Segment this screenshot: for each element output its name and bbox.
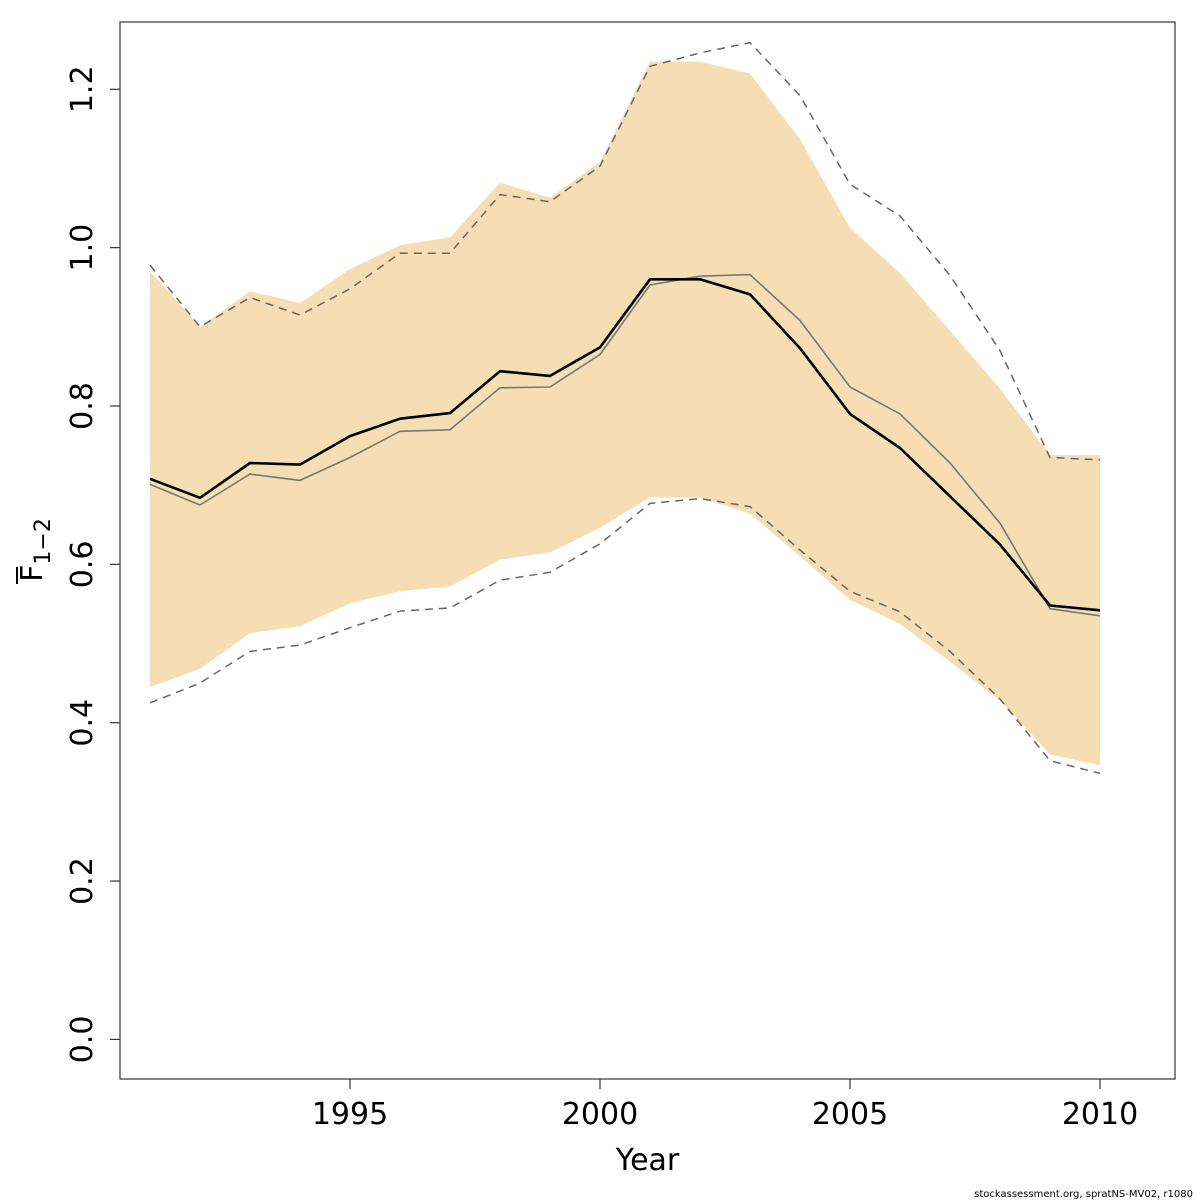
- series-line-dashed-3: [149, 497, 1101, 775]
- x-tick-label-1995: 1995: [312, 1097, 388, 1132]
- y-axis: 0.0 0.2 0.4 0.6 0.8 1.0 1.2: [65, 65, 120, 1063]
- y-axis-title-subscript: 1−2: [31, 518, 56, 564]
- y-tick-label-0.8: 0.8: [65, 382, 100, 430]
- x-tick-label-2010: 2010: [1062, 1097, 1138, 1132]
- y-axis-title-main: F: [15, 565, 50, 582]
- series-line-dashed-2: [149, 41, 1101, 461]
- series-line-thick-0: [149, 277, 1101, 612]
- y-tick-label-1.0: 1.0: [65, 224, 100, 272]
- plot-frame: [119, 21, 1176, 1080]
- series-line-thin-1: [149, 273, 1101, 617]
- x-tick-label-2005: 2005: [812, 1097, 888, 1132]
- y-tick-label-0.4: 0.4: [65, 699, 100, 747]
- x-tick-label-2000: 2000: [562, 1097, 638, 1132]
- footer-text: stockassessment.org, spratNS-MV02, r1080: [974, 1189, 1193, 1200]
- y-tick-label-0.2: 0.2: [65, 857, 100, 905]
- y-tick-label-0.6: 0.6: [65, 540, 100, 588]
- x-axis: 1995 2000 2005 2010: [312, 1079, 1138, 1132]
- y-tick-label-0.0: 0.0: [65, 1016, 100, 1064]
- y-axis-title: F1−2: [15, 518, 56, 584]
- confidence-band: [150, 61, 1100, 766]
- confidence-band-layer: [150, 61, 1100, 766]
- x-axis-title: Year: [615, 1143, 680, 1178]
- y-tick-label-1.2: 1.2: [65, 65, 100, 113]
- svg-text:F1−2: F1−2: [15, 518, 56, 582]
- series-layer: [149, 41, 1101, 775]
